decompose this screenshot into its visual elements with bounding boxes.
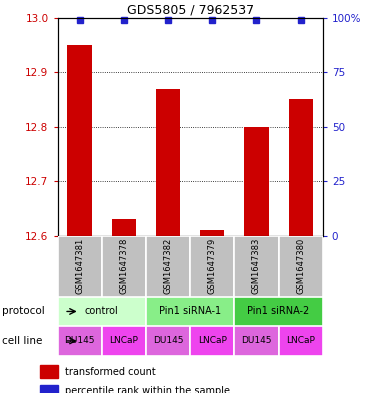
Bar [200,230,224,236]
Bar [244,127,269,236]
Bar [40,385,58,393]
Bar [58,297,146,326]
Text: cell line: cell line [2,336,42,346]
Text: Pin1 siRNA-2: Pin1 siRNA-2 [247,307,310,316]
Text: GSM1647382: GSM1647382 [164,238,173,294]
Text: DU145: DU145 [153,336,183,345]
Text: transformed count: transformed count [65,367,155,377]
Bar [234,326,279,356]
Text: DU145: DU145 [64,336,95,345]
Text: GSM1647381: GSM1647381 [75,238,84,294]
Text: DU145: DU145 [241,336,272,345]
Bar [146,297,234,326]
Bar [68,45,92,236]
Text: GSM1647383: GSM1647383 [252,238,261,294]
Text: LNCaP: LNCaP [109,336,138,345]
Bar [58,326,102,356]
Text: percentile rank within the sample: percentile rank within the sample [65,386,230,393]
Bar [190,326,234,356]
Text: LNCaP: LNCaP [198,336,227,345]
Text: GSM1647380: GSM1647380 [296,238,305,294]
Bar [190,236,234,297]
Bar [146,326,190,356]
Bar [102,236,146,297]
Bar [234,236,279,297]
Text: GSM1647378: GSM1647378 [119,238,128,294]
Bar [112,219,136,236]
Text: Pin1 siRNA-1: Pin1 siRNA-1 [159,307,221,316]
Bar [146,236,190,297]
Bar [156,88,180,236]
Bar [102,326,146,356]
Text: LNCaP: LNCaP [286,336,315,345]
Title: GDS5805 / 7962537: GDS5805 / 7962537 [127,4,254,17]
Bar [279,236,323,297]
Text: control: control [85,307,119,316]
Bar [279,326,323,356]
Text: GSM1647379: GSM1647379 [208,238,217,294]
Text: protocol: protocol [2,307,45,316]
Bar [58,236,102,297]
Bar [40,365,58,378]
Bar [289,99,313,236]
Bar [234,297,323,326]
